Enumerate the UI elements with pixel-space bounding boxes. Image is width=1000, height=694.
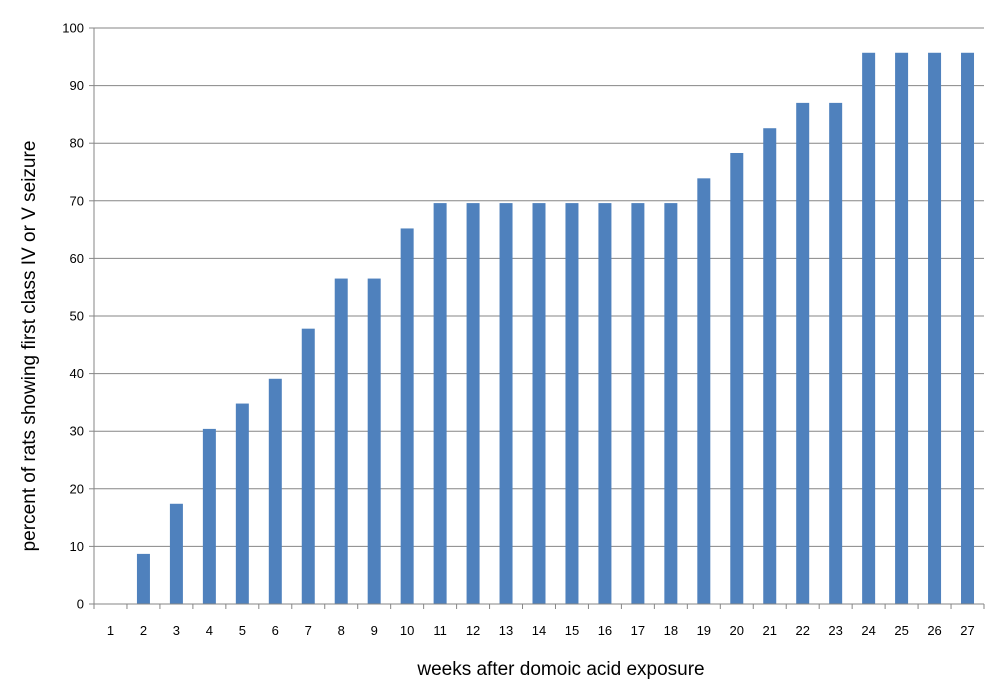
bar-week-5 — [235, 403, 249, 604]
bar-week-24 — [862, 52, 876, 604]
bar-week-12 — [466, 203, 480, 604]
bar-week-21 — [763, 128, 777, 604]
bar-week-6 — [268, 378, 282, 604]
bar-week-3 — [169, 503, 183, 604]
y-tick-label: 20 — [70, 481, 84, 496]
bar-week-8 — [334, 278, 348, 604]
y-tick-label: 0 — [77, 597, 84, 612]
bar-week-2 — [136, 553, 150, 604]
y-tick-label: 90 — [70, 78, 84, 93]
x-tick-label: 21 — [763, 623, 777, 638]
bar-week-9 — [367, 278, 381, 604]
x-tick-label: 5 — [239, 623, 246, 638]
bar-week-13 — [499, 203, 513, 604]
x-tick-label: 26 — [927, 623, 941, 638]
bar-week-23 — [829, 102, 843, 604]
bar-week-14 — [532, 203, 546, 604]
x-tick-label: 14 — [532, 623, 546, 638]
x-tick-label: 18 — [664, 623, 678, 638]
x-tick-label: 17 — [631, 623, 645, 638]
x-axis-title: weeks after domoic acid exposure — [416, 659, 704, 680]
bar-week-18 — [664, 203, 678, 604]
bar-week-19 — [697, 178, 711, 604]
bar-week-27 — [961, 52, 975, 604]
bar-week-4 — [202, 428, 216, 604]
bar-week-7 — [301, 328, 315, 604]
x-tick-label: 3 — [173, 623, 180, 638]
x-tick-label: 24 — [861, 623, 875, 638]
x-tick-label: 11 — [433, 623, 447, 638]
y-tick-label: 40 — [70, 366, 84, 381]
x-tick-label: 9 — [371, 623, 378, 638]
x-tick-label: 2 — [140, 623, 147, 638]
y-tick-label: 50 — [70, 309, 84, 324]
bar-week-15 — [565, 203, 579, 604]
bar-week-10 — [400, 228, 414, 604]
x-tick-label: 1 — [107, 623, 114, 638]
y-tick-label: 30 — [70, 424, 84, 439]
bar-week-11 — [433, 203, 447, 604]
y-tick-labels: 0 10 20 30 40 50 60 70 80 90 100 — [62, 21, 84, 612]
bar-week-16 — [598, 203, 612, 604]
x-tick-label: 6 — [272, 623, 279, 638]
bars — [136, 52, 975, 604]
x-tick-label: 16 — [598, 623, 612, 638]
x-tick-label: 25 — [894, 623, 908, 638]
y-axis-title: percent of rats showing first class IV o… — [19, 141, 40, 552]
x-tick-label: 12 — [466, 623, 480, 638]
x-tick-label: 15 — [565, 623, 579, 638]
bar-week-17 — [631, 203, 645, 604]
x-tick-label: 7 — [305, 623, 312, 638]
y-tick-label: 70 — [70, 193, 84, 208]
x-tick-label: 4 — [206, 623, 213, 638]
bar-week-22 — [796, 102, 810, 604]
x-tick-label: 10 — [400, 623, 414, 638]
x-tick-label: 22 — [795, 623, 809, 638]
bar-week-25 — [895, 52, 909, 604]
x-tick-label: 19 — [697, 623, 711, 638]
y-tick-label: 100 — [62, 21, 84, 36]
bar-week-20 — [730, 152, 744, 604]
y-tick-label: 80 — [70, 136, 84, 151]
y-tick-label: 60 — [70, 251, 84, 266]
x-tick-label: 13 — [499, 623, 513, 638]
axes — [89, 28, 984, 605]
x-tick-label: 8 — [338, 623, 345, 638]
x-tick-label: 20 — [730, 623, 744, 638]
y-tick-label: 10 — [70, 539, 84, 554]
x-tick-label: 27 — [960, 623, 974, 638]
x-tick-labels: 1 2 3 4 5 6 7 8 9 10 11 12 13 14 15 16 17 18 19 20 21 22 23 24 2… — [93, 604, 985, 638]
bar-week-26 — [928, 52, 942, 604]
x-tick-label: 23 — [828, 623, 842, 638]
